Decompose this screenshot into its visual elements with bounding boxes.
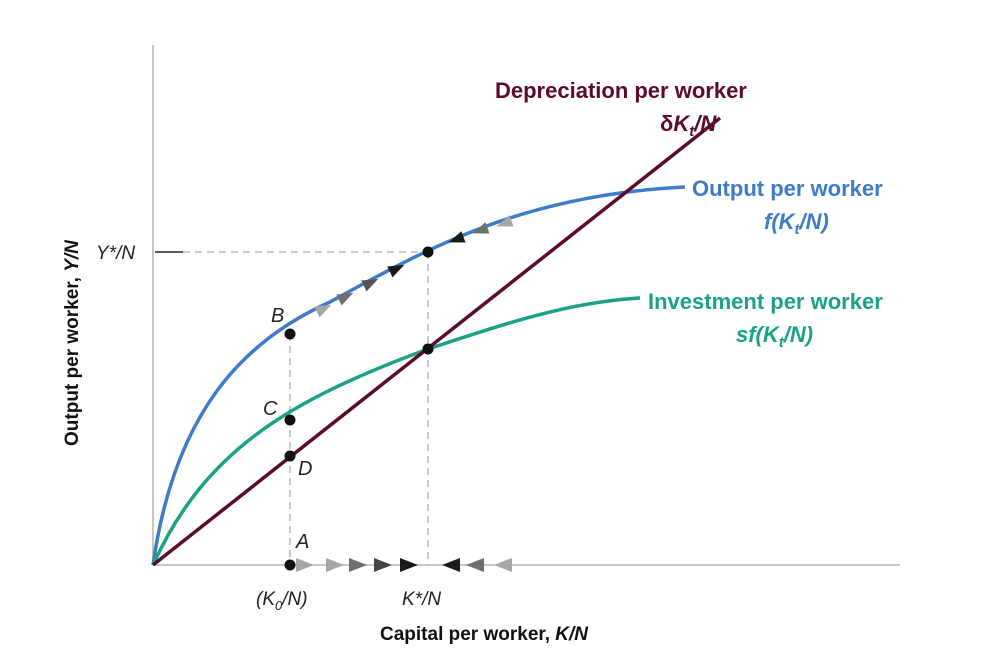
axis-arrow-6 [442,558,460,572]
depreciation-line [151,116,722,567]
curve-arrow-5 [448,231,466,243]
axis-arrow-3 [349,558,367,572]
curve-arrow-3 [361,278,379,292]
k-star-label: K*/N [402,589,441,610]
curve-arrow-4 [387,264,405,278]
steady-output-point [422,246,434,258]
curve-arrow-6 [472,222,490,234]
x-axis-title: Capital per worker, K/N [380,624,589,645]
point-d-label: D [298,458,312,480]
axis-arrow-2 [326,558,344,572]
steady-investment-point [422,343,434,355]
point-c [284,414,296,426]
investment-curve [151,296,641,566]
output-formula: f(Kt/N) [764,209,829,238]
curve-arrow-7 [496,215,514,227]
output-curve [151,185,686,566]
curve-arrow-1 [314,304,332,318]
output-title: Output per worker [692,176,883,201]
axis-arrow-7 [466,558,484,572]
point-b-label: B [271,305,284,327]
axis-arrow-4 [374,558,392,572]
investment-formula: sf(Kt/N) [736,322,813,351]
depreciation-formula: δKt/N [660,111,717,140]
y-star-label: Y*/N [96,243,135,264]
point-b [284,328,296,340]
k0-label: (K0/N) [256,589,308,613]
y-axis-title: Output per worker, Y/N [62,239,83,446]
axis-arrow-5 [400,558,418,572]
curve-arrow-2 [336,292,354,306]
depreciation-title: Depreciation per worker [495,78,747,103]
investment-title: Investment per worker [648,289,883,314]
point-c-label: C [263,398,278,420]
axis-arrow-1 [296,558,314,572]
axis-arrow-8 [494,558,512,572]
point-a-label: A [295,531,309,553]
point-a [284,559,296,571]
point-d [284,450,296,462]
